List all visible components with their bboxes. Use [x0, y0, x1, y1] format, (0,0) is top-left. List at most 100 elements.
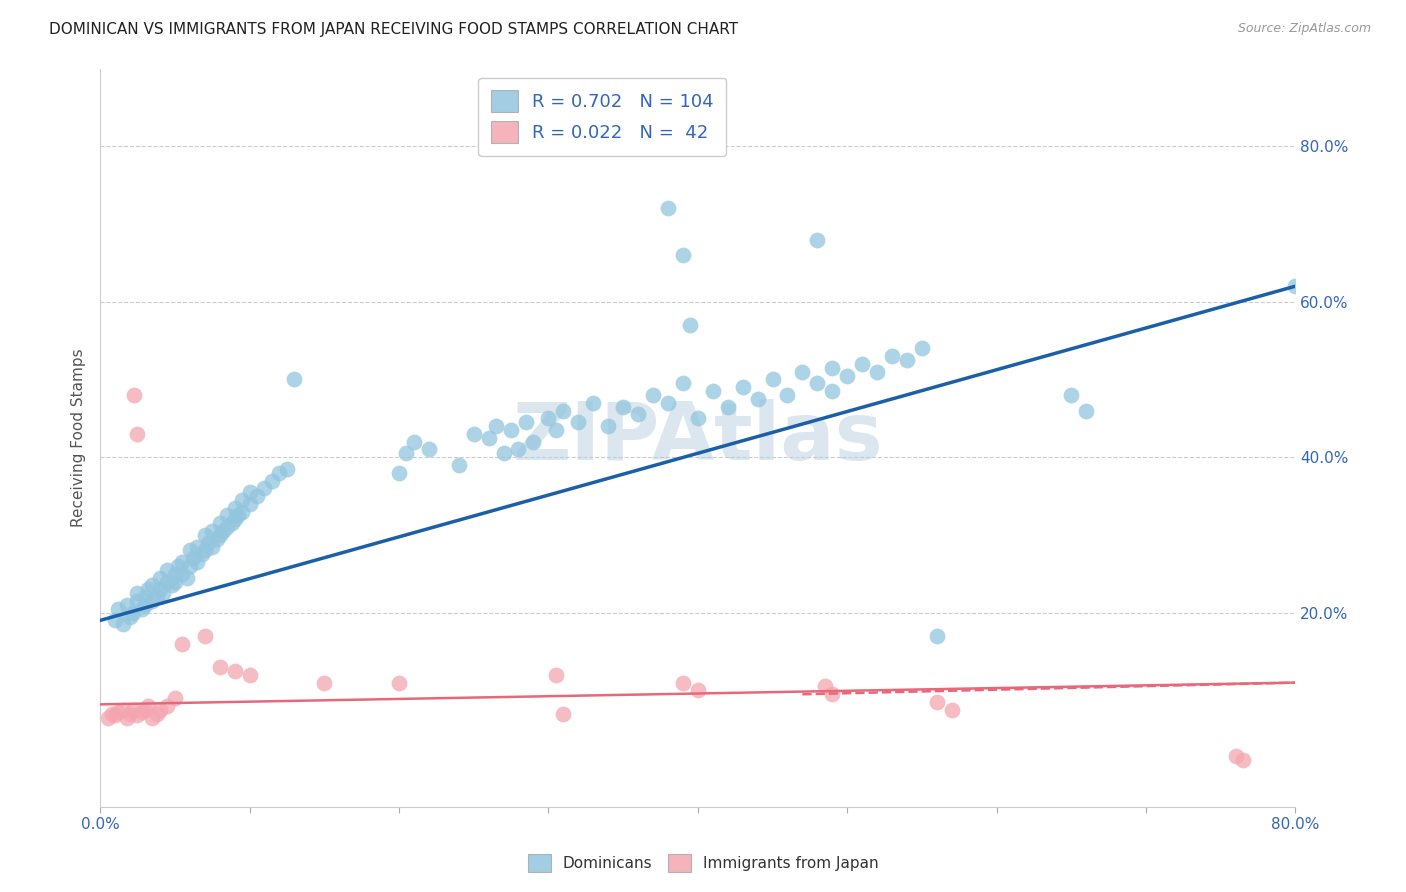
- Point: [217, 508, 239, 523]
- Point: [478, 431, 501, 445]
- Point: [821, 384, 844, 398]
- Point: [851, 357, 873, 371]
- Point: [238, 485, 260, 500]
- Point: [156, 563, 179, 577]
- Point: [686, 411, 709, 425]
- Point: [731, 380, 754, 394]
- Point: [1232, 753, 1254, 767]
- Point: [115, 598, 138, 612]
- Point: [172, 555, 194, 569]
- Point: [136, 698, 159, 713]
- Point: [141, 594, 163, 608]
- Point: [179, 559, 201, 574]
- Point: [515, 415, 537, 429]
- Point: [231, 492, 253, 507]
- Point: [107, 601, 129, 615]
- Point: [641, 388, 664, 402]
- Point: [111, 703, 134, 717]
- Point: [253, 481, 276, 495]
- Point: [522, 434, 544, 449]
- Point: [925, 629, 948, 643]
- Point: [792, 365, 814, 379]
- Point: [134, 598, 156, 612]
- Point: [107, 705, 129, 719]
- Point: [118, 706, 141, 721]
- Point: [172, 637, 194, 651]
- Point: [612, 400, 634, 414]
- Point: [190, 547, 212, 561]
- Point: [134, 703, 156, 717]
- Point: [224, 500, 246, 515]
- Point: [141, 710, 163, 724]
- Point: [447, 458, 470, 472]
- Point: [941, 703, 963, 717]
- Point: [163, 691, 186, 706]
- Point: [717, 400, 740, 414]
- Point: [582, 396, 605, 410]
- Point: [124, 388, 146, 402]
- Point: [101, 706, 124, 721]
- Point: [149, 582, 172, 597]
- Point: [208, 528, 231, 542]
- Point: [127, 586, 149, 600]
- Point: [395, 446, 418, 460]
- Point: [194, 629, 217, 643]
- Point: [149, 703, 172, 717]
- Point: [224, 512, 246, 526]
- Point: [194, 528, 217, 542]
- Point: [163, 574, 186, 589]
- Point: [246, 489, 269, 503]
- Point: [761, 372, 783, 386]
- Legend: Dominicans, Immigrants from Japan: Dominicans, Immigrants from Japan: [520, 846, 886, 880]
- Point: [134, 590, 156, 604]
- Point: [1076, 403, 1098, 417]
- Point: [211, 524, 233, 538]
- Point: [97, 710, 120, 724]
- Point: [127, 426, 149, 441]
- Point: [837, 368, 859, 383]
- Point: [238, 668, 260, 682]
- Point: [553, 403, 575, 417]
- Point: [186, 540, 208, 554]
- Point: [821, 360, 844, 375]
- Point: [553, 706, 575, 721]
- Point: [176, 571, 198, 585]
- Point: [911, 342, 934, 356]
- Point: [544, 423, 567, 437]
- Point: [221, 516, 243, 531]
- Point: [231, 505, 253, 519]
- Y-axis label: Receiving Food Stamps: Receiving Food Stamps: [72, 349, 86, 527]
- Text: DOMINICAN VS IMMIGRANTS FROM JAPAN RECEIVING FOOD STAMPS CORRELATION CHART: DOMINICAN VS IMMIGRANTS FROM JAPAN RECEI…: [49, 22, 738, 37]
- Point: [388, 466, 411, 480]
- Point: [388, 675, 411, 690]
- Point: [492, 446, 515, 460]
- Point: [104, 614, 127, 628]
- Point: [283, 372, 305, 386]
- Point: [146, 590, 169, 604]
- Point: [166, 559, 188, 574]
- Point: [686, 683, 709, 698]
- Point: [269, 466, 291, 480]
- Point: [136, 582, 159, 597]
- Point: [131, 601, 153, 615]
- Point: [122, 703, 145, 717]
- Point: [163, 566, 186, 581]
- Point: [260, 474, 283, 488]
- Text: ZIPAtlas: ZIPAtlas: [512, 399, 883, 476]
- Point: [1225, 749, 1247, 764]
- Point: [146, 706, 169, 721]
- Point: [1284, 279, 1306, 293]
- Point: [402, 434, 425, 449]
- Point: [115, 710, 138, 724]
- Point: [238, 497, 260, 511]
- Point: [866, 365, 889, 379]
- Point: [205, 532, 228, 546]
- Point: [499, 423, 522, 437]
- Point: [672, 376, 695, 391]
- Point: [925, 695, 948, 709]
- Point: [657, 202, 679, 216]
- Point: [657, 396, 679, 410]
- Point: [544, 668, 567, 682]
- Point: [224, 664, 246, 678]
- Point: [122, 606, 145, 620]
